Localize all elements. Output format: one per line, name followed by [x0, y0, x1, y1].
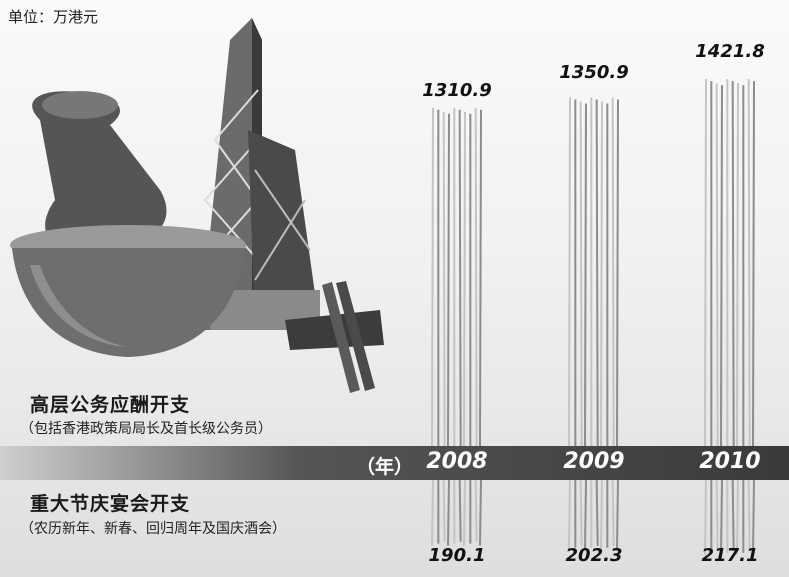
year-label-2008: 2008: [426, 449, 488, 474]
bar-bottom-2010: [704, 479, 755, 555]
category-events-sub: （农历新年、新春、回归周年及国庆酒会）: [20, 521, 286, 537]
chopsticks-icon: [285, 281, 384, 393]
year-axis-label: （年）: [356, 456, 414, 478]
bar-2010: [704, 79, 755, 555]
bar-top-2008: [431, 107, 482, 447]
bar-2008: [431, 107, 482, 546]
bowl-icon: [10, 225, 246, 357]
value-label-top-2008: 1310.9: [422, 80, 492, 101]
category-senior-label: 高层公务应酬开支: [30, 394, 191, 416]
bar-top-2009: [568, 97, 619, 447]
value-label-top-2010: 1421.8: [695, 41, 765, 62]
value-label-bottom-2009: 202.3: [565, 545, 623, 566]
unit-label: 单位：万港元: [8, 8, 99, 26]
bar-2009: [568, 97, 619, 550]
value-label-top-2009: 1350.9: [559, 62, 629, 83]
bar-top-2010: [704, 79, 755, 447]
year-label-2009: 2009: [563, 449, 625, 474]
bars: [431, 79, 755, 555]
bar-bottom-2008: [431, 479, 482, 546]
category-senior-sub: （包括香港政策局局长及首长级公务员）: [20, 421, 272, 437]
category-events-label: 重大节庆宴会开支: [30, 493, 191, 515]
bar-bottom-2009: [568, 479, 619, 550]
value-label-bottom-2010: 217.1: [701, 545, 759, 566]
pot-icon: [32, 91, 167, 248]
value-label-bottom-2008: 190.1: [428, 545, 486, 566]
year-label-2010: 2010: [699, 449, 761, 474]
year-band: [0, 446, 789, 480]
